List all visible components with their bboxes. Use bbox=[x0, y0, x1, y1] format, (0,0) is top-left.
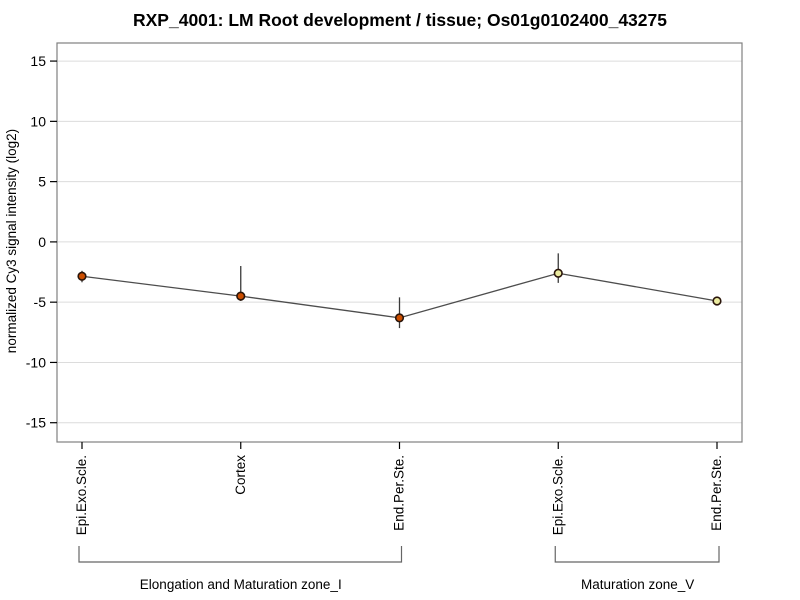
y-tick-label: 15 bbox=[30, 53, 46, 69]
y-tick-label: 5 bbox=[38, 174, 46, 190]
data-point bbox=[553, 268, 563, 278]
data-point bbox=[77, 271, 87, 281]
data-point bbox=[394, 313, 405, 323]
chart-title: RXP_4001: LM Root development / tissue; … bbox=[133, 10, 667, 30]
x-category-label: Epi.Exo.Scle. bbox=[74, 455, 89, 535]
x-category-label: Cortex bbox=[233, 455, 248, 495]
y-tick-label: -10 bbox=[26, 354, 46, 370]
x-category-label: Epi.Exo.Scle. bbox=[550, 455, 565, 535]
y-tick-label: 0 bbox=[38, 234, 46, 250]
y-tick-label: -5 bbox=[34, 294, 47, 310]
x-category-label: End.Per.Ste. bbox=[709, 455, 724, 531]
data-point bbox=[236, 291, 246, 301]
group-label: Maturation zone_V bbox=[581, 577, 694, 592]
group-label: Elongation and Maturation zone_I bbox=[140, 577, 342, 592]
plot-border bbox=[56, 42, 743, 443]
group-bracket bbox=[78, 546, 403, 563]
y-tick-label: 10 bbox=[30, 113, 46, 129]
data-point bbox=[712, 296, 722, 306]
group-bracket bbox=[554, 546, 720, 563]
x-category-label: End.Per.Ste. bbox=[392, 455, 407, 531]
y-tick-label: -15 bbox=[26, 415, 46, 431]
